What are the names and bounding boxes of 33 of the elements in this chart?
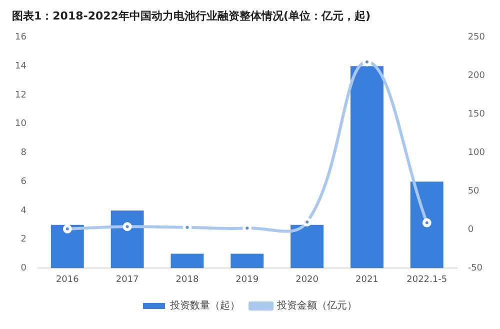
bar — [50, 224, 84, 268]
x-tick-label: 2016 — [56, 274, 80, 285]
chart-title: 图表1：2018-2022年中国动力电池行业融资整体情况(单位：亿元，起) — [12, 9, 371, 22]
y-tick-label: 6 — [20, 176, 27, 187]
y-tick-label: 14 — [15, 61, 27, 72]
y-tick-label: 10 — [15, 119, 27, 130]
y-tick-label: 2 — [20, 234, 26, 245]
x-tick-label: 2018 — [176, 274, 199, 285]
bar — [290, 224, 324, 268]
x-tick-label: 2022.1-5 — [406, 274, 448, 285]
y2-tick-label: 50 — [468, 186, 480, 197]
bar — [230, 254, 264, 268]
y2-tick-label: 100 — [468, 148, 486, 158]
bar — [410, 182, 444, 268]
y-tick-label: 16 — [15, 32, 27, 43]
y2-tick-label: 0 — [468, 225, 474, 236]
bar — [350, 66, 384, 268]
x-tick-label: 2019 — [236, 274, 259, 285]
y-tick-label: 12 — [15, 90, 26, 100]
y2-tick-label: -50 — [468, 264, 483, 274]
y2-tick-label: 150 — [468, 110, 486, 120]
x-tick-label: 2017 — [116, 274, 139, 285]
x-tick-label: 2020 — [296, 274, 319, 285]
y2-tick-label: 200 — [468, 71, 486, 82]
y-tick-label: 4 — [20, 206, 27, 216]
bar — [170, 254, 204, 268]
y-tick-label: 0 — [20, 264, 27, 274]
legend-label: 投资金额（亿元） — [276, 300, 357, 312]
legend-label: 投资数量（起） — [169, 300, 240, 312]
y2-tick-label: 250 — [468, 32, 486, 43]
y-tick-label: 8 — [20, 148, 27, 158]
x-tick-label: 2021 — [356, 274, 378, 285]
bar — [110, 210, 144, 268]
